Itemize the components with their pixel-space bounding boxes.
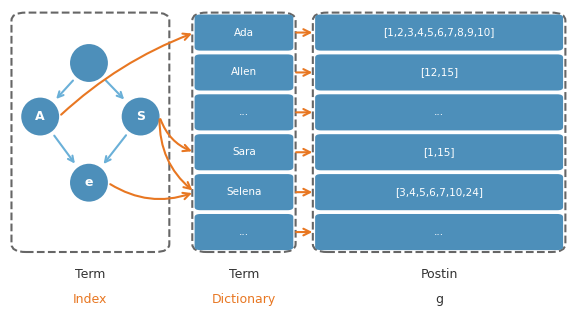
- Ellipse shape: [122, 98, 160, 135]
- FancyBboxPatch shape: [315, 54, 563, 90]
- Text: Ada: Ada: [234, 27, 254, 37]
- FancyBboxPatch shape: [315, 94, 563, 130]
- FancyBboxPatch shape: [315, 14, 563, 51]
- Text: Dictionary: Dictionary: [212, 293, 276, 306]
- FancyBboxPatch shape: [195, 214, 293, 250]
- Text: e: e: [85, 176, 93, 189]
- Text: Index: Index: [73, 293, 107, 306]
- Text: g: g: [435, 293, 443, 306]
- Ellipse shape: [70, 164, 108, 202]
- Text: [3,4,5,6,7,10,24]: [3,4,5,6,7,10,24]: [395, 187, 483, 197]
- Text: Term: Term: [229, 267, 259, 281]
- FancyBboxPatch shape: [195, 94, 293, 130]
- Text: Postin: Postin: [420, 267, 458, 281]
- FancyBboxPatch shape: [315, 214, 563, 250]
- FancyBboxPatch shape: [195, 14, 293, 51]
- Ellipse shape: [21, 98, 59, 135]
- FancyBboxPatch shape: [195, 134, 293, 170]
- Ellipse shape: [70, 44, 108, 82]
- Text: Sara: Sara: [232, 147, 256, 157]
- Text: ...: ...: [239, 227, 249, 237]
- FancyBboxPatch shape: [195, 174, 293, 210]
- FancyBboxPatch shape: [315, 174, 563, 210]
- Text: [1,15]: [1,15]: [424, 147, 455, 157]
- Text: Selena: Selena: [226, 187, 262, 197]
- Text: [1,2,3,4,5,6,7,8,9,10]: [1,2,3,4,5,6,7,8,9,10]: [383, 27, 495, 37]
- FancyBboxPatch shape: [315, 134, 563, 170]
- Text: ...: ...: [434, 107, 444, 117]
- Text: ...: ...: [239, 107, 249, 117]
- Text: Allen: Allen: [231, 67, 257, 77]
- Text: Term: Term: [75, 267, 106, 281]
- Text: A: A: [36, 110, 45, 123]
- Text: S: S: [136, 110, 145, 123]
- Text: ...: ...: [434, 227, 444, 237]
- FancyBboxPatch shape: [195, 54, 293, 90]
- Text: [12,15]: [12,15]: [420, 67, 458, 77]
